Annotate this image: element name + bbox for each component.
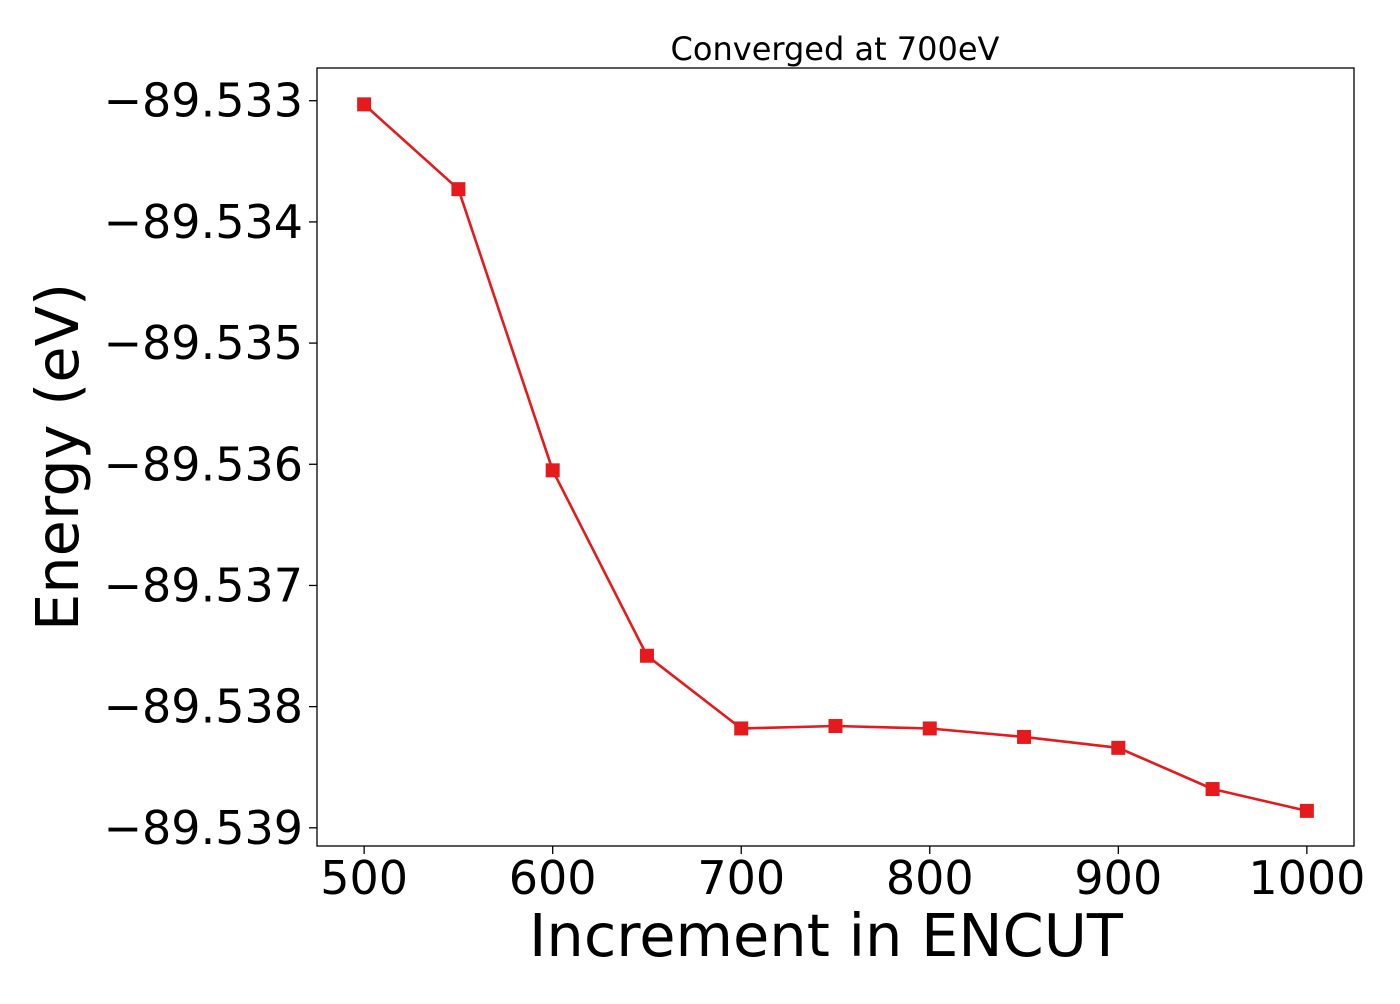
chart-title: Converged at 700eV	[671, 30, 1000, 68]
x-tick-label: 800	[886, 851, 974, 905]
y-tick-label: −89.536	[104, 437, 304, 491]
data-point	[639, 648, 654, 663]
x-axis-ticks: 500 600 700 800 900 1000	[320, 846, 1365, 905]
x-tick-label: 600	[509, 851, 597, 905]
y-tick-label: −89.537	[104, 558, 304, 612]
x-tick-label: 1000	[1248, 851, 1365, 905]
x-tick-label: 500	[320, 851, 408, 905]
data-point	[828, 719, 843, 734]
y-tick-label: −89.534	[104, 195, 304, 249]
y-tick-label: −89.538	[104, 680, 304, 734]
data-point	[1299, 803, 1314, 818]
data-point	[451, 182, 466, 197]
data-point	[1205, 782, 1220, 797]
data-series	[357, 97, 1314, 818]
x-tick-label: 900	[1074, 851, 1162, 905]
data-point	[545, 463, 560, 478]
x-tick-label: 700	[697, 851, 785, 905]
y-tick-label: −89.539	[104, 801, 304, 855]
plot-frame	[316, 67, 1355, 847]
y-axis-ticks: −89.533 −89.534 −89.535 −89.536 −89.537 −89.5…	[104, 74, 317, 855]
data-point	[1017, 729, 1032, 744]
y-tick-label: −89.535	[104, 316, 304, 370]
series-line	[363, 103, 1308, 813]
data-point	[922, 721, 937, 736]
data-point	[1111, 740, 1126, 755]
data-point	[734, 721, 749, 736]
data-point	[357, 97, 372, 112]
y-tick-label: −89.533	[104, 74, 304, 128]
y-axis-label: Energy (eV)	[23, 283, 92, 631]
x-axis-label: Increment in ENCUT	[529, 901, 1124, 970]
